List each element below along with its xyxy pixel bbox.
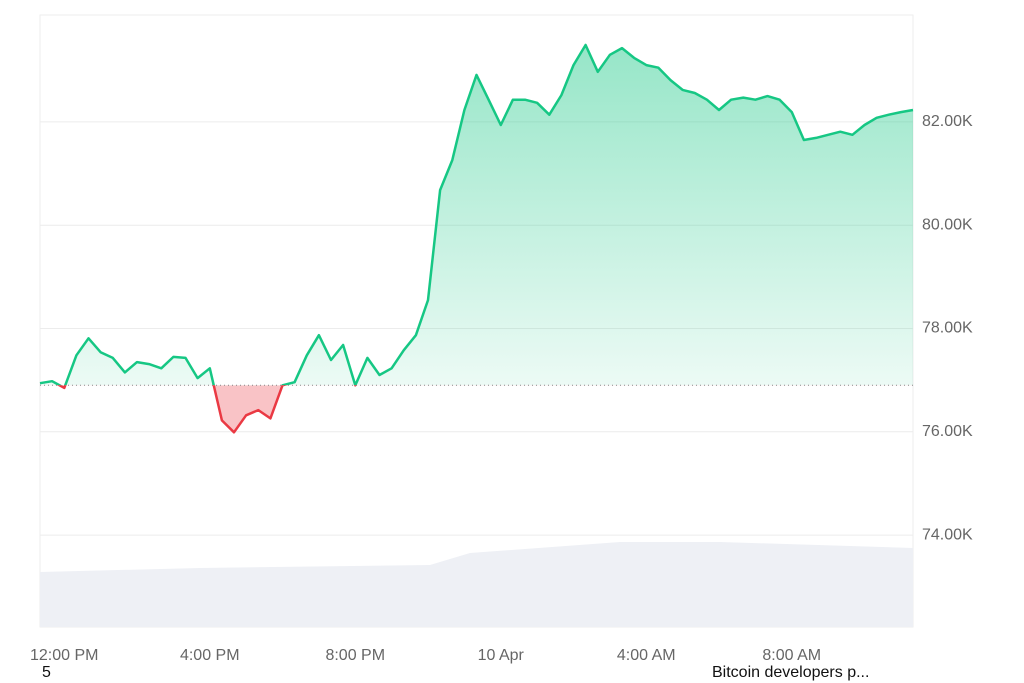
y-tick-label: 78.00K	[922, 320, 973, 337]
y-tick-label: 74.00K	[922, 526, 973, 543]
price-line-up	[39, 43, 914, 386]
volume-area	[40, 542, 913, 627]
area-up	[40, 45, 913, 386]
x-tick-label: 10 Apr	[478, 647, 525, 664]
x-tick-label: 8:00 AM	[762, 647, 821, 664]
y-tick-label: 80.00K	[922, 216, 973, 233]
x-tick-label: 8:00 PM	[325, 647, 385, 664]
x-tick-label: 4:00 AM	[617, 647, 676, 664]
plot	[39, 43, 914, 434]
y-tick-label: 82.00K	[922, 113, 973, 130]
area-down	[40, 385, 913, 433]
y-tick-label: 76.00K	[922, 423, 973, 440]
footer-right: Bitcoin developers p...	[712, 664, 869, 681]
x-tick-label: 4:00 PM	[180, 647, 240, 664]
x-tick-label: 12:00 PM	[30, 647, 98, 664]
footer-left: 5	[42, 664, 51, 681]
